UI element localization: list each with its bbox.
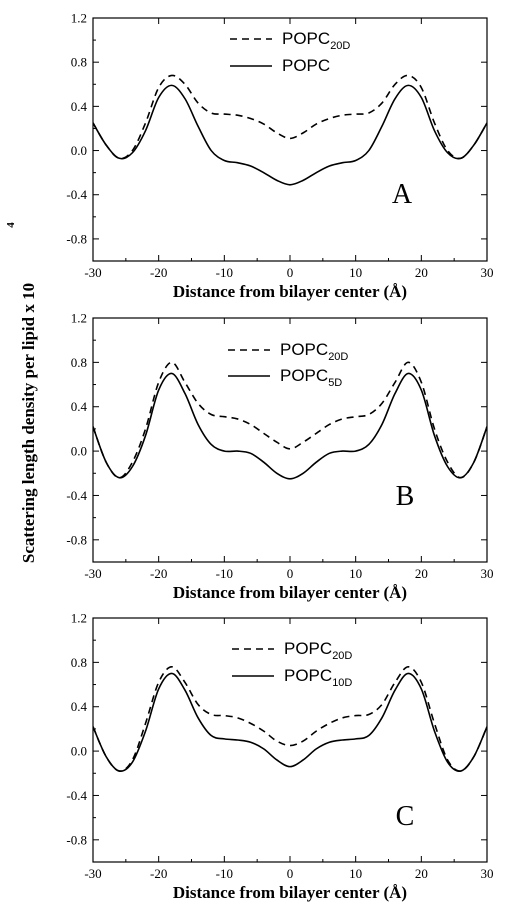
panel-a: -30 -20 -10 0 10 20 30 -0.8 -0.4 0.0 0.4 0.8 1.2 Dist… [66, 11, 493, 302]
y-tick-label: -0.4 [66, 788, 87, 803]
series-line-solid [93, 672, 487, 773]
x-tick-label: 20 [415, 566, 428, 581]
legend-name: POPC [280, 366, 328, 385]
legend-label: POPC5D [280, 366, 342, 389]
series-line-dashed [93, 665, 487, 772]
y-tick-label: -0.4 [66, 187, 87, 202]
legend-name: POPC [284, 639, 332, 658]
y-tick-label: 0.0 [71, 744, 87, 759]
y-tick-label: 0.0 [71, 143, 87, 158]
legend-name: POPC [284, 666, 332, 685]
x-axis-title: Distance from bilayer center (Å) [173, 282, 407, 301]
plot-frame [92, 17, 488, 262]
legend-name: POPC [282, 56, 330, 75]
x-tick-label: -10 [216, 566, 233, 581]
legend-label: POPC [282, 56, 330, 75]
legend-subscript: 5D [328, 377, 342, 389]
y-tick-label: -0.8 [66, 231, 87, 246]
x-tick-label: -20 [150, 265, 167, 280]
panels: -30 -20 -10 0 10 20 30 -0.8 -0.4 0.0 0.4 0.8 1.2 Dist… [66, 11, 493, 903]
y-tick-label: -0.8 [66, 832, 87, 847]
x-tick-label: -30 [84, 866, 101, 881]
panel-b: -30 -20 -10 0 10 20 30 -0.8 -0.4 0.0 0.4 0.8 1.2 Dist… [66, 311, 493, 603]
legend-label: POPC20D [284, 639, 352, 662]
y-tick-label: 0.4 [71, 99, 88, 114]
legend-subscript: 10D [332, 677, 352, 689]
y-axis-title: Scattering length density per lipid x 10 [19, 283, 38, 563]
legend-subscript: 20D [328, 351, 348, 363]
x-tick-label: 20 [415, 265, 428, 280]
y-tick-label: 0.8 [71, 655, 87, 670]
legend-name: POPC [282, 29, 330, 48]
x-tick-label: 30 [481, 265, 494, 280]
panel-c: -30 -20 -10 0 10 20 30 -0.8 -0.4 0.0 0.4 0.8 1.2 Dist… [66, 611, 493, 903]
y-tick-label: 0.4 [71, 699, 88, 714]
y-tick-label: 0.4 [71, 399, 88, 414]
x-tick-label: 0 [287, 866, 294, 881]
x-axis-title: Distance from bilayer center (Å) [173, 883, 407, 902]
x-tick-label: -10 [216, 265, 233, 280]
x-tick-label: -20 [150, 866, 167, 881]
x-tick-label: -10 [216, 866, 233, 881]
y-tick-label: 0.0 [71, 444, 87, 459]
y-tick-label: -0.8 [66, 532, 87, 547]
x-tick-label: 10 [349, 265, 362, 280]
legend-label: POPC20D [280, 340, 348, 363]
series-line-dashed [93, 361, 487, 479]
x-tick-label: 30 [481, 566, 494, 581]
y-tick-label: -0.4 [66, 488, 87, 503]
y-tick-label: 0.8 [71, 55, 87, 70]
legend-name: POPC [280, 340, 328, 359]
legend-label: POPC20D [282, 29, 350, 52]
x-tick-label: 30 [481, 866, 494, 881]
panel-letter: A [392, 179, 413, 210]
y-tick-label: 1.2 [71, 11, 87, 26]
x-tick-label: 10 [349, 566, 362, 581]
series-line-solid [93, 372, 487, 480]
legend-subscript: 20D [332, 650, 352, 662]
x-tick-label: 0 [287, 265, 294, 280]
legend-label: POPC10D [284, 666, 352, 689]
series-line-solid [93, 84, 487, 186]
y-axis-exponent: 4 [5, 222, 17, 228]
x-tick-label: 0 [287, 566, 294, 581]
x-tick-label: 20 [415, 866, 428, 881]
legend-subscript: 20D [330, 40, 350, 52]
panel-letter: B [396, 481, 415, 512]
x-tick-label: -30 [84, 265, 101, 280]
y-tick-label: 1.2 [71, 611, 87, 626]
x-axis-title: Distance from bilayer center (Å) [173, 583, 407, 602]
x-tick-label: -20 [150, 566, 167, 581]
panel-letter: C [396, 801, 415, 832]
y-tick-label: 0.8 [71, 355, 87, 370]
x-tick-label: 10 [349, 866, 362, 881]
x-tick-label: -30 [84, 566, 101, 581]
series-line-dashed [93, 74, 487, 160]
y-tick-label: 1.2 [71, 311, 87, 326]
